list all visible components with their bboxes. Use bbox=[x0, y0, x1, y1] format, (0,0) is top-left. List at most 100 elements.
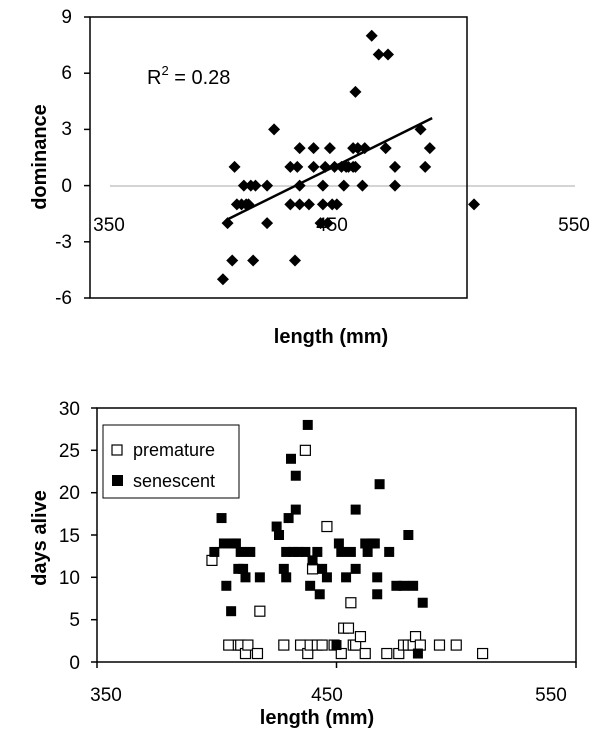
r-squared-sup: 2 bbox=[161, 63, 168, 78]
y-tick-label: 3 bbox=[61, 119, 72, 140]
data-point bbox=[261, 217, 274, 230]
data-point-senescent bbox=[345, 546, 356, 557]
data-point bbox=[358, 142, 371, 155]
data-point-senescent bbox=[285, 453, 296, 464]
data-point-senescent bbox=[341, 572, 352, 583]
data-point bbox=[268, 123, 281, 136]
dominance-points bbox=[216, 29, 481, 286]
y-tick-label: 20 bbox=[59, 483, 80, 504]
data-point bbox=[349, 85, 362, 98]
data-point bbox=[302, 198, 315, 211]
data-point-senescent bbox=[391, 580, 402, 591]
data-point-premature bbox=[450, 639, 462, 651]
dominance-chart: 9 6 3 0 -3 -6 350 450 550 dominance leng… bbox=[29, 7, 590, 348]
data-point-senescent bbox=[290, 470, 301, 481]
x-tick-label: 450 bbox=[311, 685, 343, 706]
r-squared-suffix: = 0.28 bbox=[169, 67, 231, 89]
y-tick-label: 0 bbox=[69, 653, 80, 674]
data-point bbox=[242, 198, 255, 211]
data-point-senescent bbox=[317, 563, 328, 574]
data-point-senescent bbox=[274, 530, 285, 540]
data-point bbox=[337, 179, 350, 192]
y-tick-label: 5 bbox=[69, 610, 80, 631]
data-point bbox=[319, 160, 332, 173]
y-tick-label: 25 bbox=[59, 441, 80, 462]
data-point-premature bbox=[251, 647, 264, 660]
y-tick-marks bbox=[91, 407, 97, 663]
data-point-premature bbox=[223, 639, 235, 651]
data-point-premature bbox=[476, 647, 489, 660]
data-point-senescent bbox=[372, 589, 383, 600]
x-tick-label: 350 bbox=[90, 685, 122, 706]
data-point-senescent bbox=[238, 563, 249, 574]
data-point-premature bbox=[381, 647, 393, 660]
data-point-premature bbox=[242, 639, 254, 651]
data-point-senescent bbox=[350, 504, 361, 515]
data-point-senescent bbox=[360, 538, 371, 549]
data-point-senescent bbox=[278, 563, 289, 574]
y-tick-labels: 30 25 20 15 10 5 0 bbox=[59, 399, 80, 674]
legend: premature senescent bbox=[102, 424, 240, 499]
data-point-senescent bbox=[302, 419, 313, 430]
days-alive-chart: 30 25 20 15 10 5 0 350 450 550 days aliv… bbox=[29, 399, 577, 729]
data-point-senescent bbox=[240, 572, 251, 583]
x-tick-label: 450 bbox=[316, 215, 348, 236]
data-point-senescent bbox=[412, 648, 423, 659]
y-tick-marks bbox=[84, 16, 90, 299]
data-point-senescent bbox=[384, 546, 395, 557]
data-point bbox=[249, 179, 262, 192]
y-tick-label: 0 bbox=[61, 176, 72, 197]
y-tick-label: 15 bbox=[59, 526, 80, 547]
data-point-senescent bbox=[403, 530, 414, 540]
data-point bbox=[216, 273, 229, 286]
data-point bbox=[289, 254, 301, 267]
data-point bbox=[291, 160, 304, 173]
r-squared-annotation: R2 = 0.28 bbox=[147, 63, 230, 89]
data-point bbox=[382, 48, 394, 61]
data-point bbox=[372, 48, 385, 61]
data-point-premature bbox=[254, 605, 266, 617]
legend-marker-senescent bbox=[112, 475, 123, 486]
data-point bbox=[349, 160, 362, 173]
data-point-senescent bbox=[290, 504, 301, 515]
data-point bbox=[468, 198, 481, 211]
data-point bbox=[226, 254, 239, 267]
data-point-senescent bbox=[408, 580, 419, 591]
plot-area bbox=[89, 16, 468, 299]
data-point-senescent bbox=[218, 538, 229, 549]
data-point bbox=[330, 198, 343, 211]
data-point bbox=[388, 179, 401, 192]
data-point bbox=[293, 179, 306, 192]
data-point-senescent bbox=[245, 546, 256, 557]
data-point-premature bbox=[345, 597, 357, 609]
data-point-premature bbox=[359, 647, 371, 660]
data-point bbox=[307, 142, 320, 155]
data-point bbox=[316, 198, 329, 211]
data-point-premature bbox=[433, 639, 446, 651]
data-point bbox=[419, 160, 432, 173]
x-tick-labels: 350 450 550 bbox=[90, 685, 567, 706]
data-point bbox=[365, 29, 378, 42]
y-tick-labels: 9 6 3 0 -3 -6 bbox=[55, 7, 72, 309]
data-point-senescent bbox=[271, 521, 282, 532]
legend-box bbox=[102, 424, 240, 499]
data-point-premature bbox=[316, 639, 328, 651]
data-point bbox=[228, 160, 241, 173]
data-point bbox=[351, 142, 364, 155]
data-point-senescent bbox=[254, 572, 265, 583]
data-point bbox=[356, 179, 369, 192]
data-point-senescent bbox=[283, 513, 294, 524]
data-point-senescent bbox=[281, 572, 292, 583]
y-tick-label: -3 bbox=[55, 232, 72, 253]
data-point-senescent bbox=[226, 606, 237, 617]
data-point-senescent bbox=[307, 555, 318, 566]
legend-marker-premature bbox=[111, 444, 123, 456]
x-tick-marks bbox=[96, 662, 577, 668]
data-point-senescent bbox=[398, 580, 409, 591]
data-point-senescent bbox=[312, 546, 323, 557]
data-point-senescent bbox=[331, 640, 342, 651]
data-point bbox=[388, 160, 401, 173]
data-point-senescent bbox=[369, 538, 380, 549]
x-tick-label: 550 bbox=[535, 685, 567, 706]
